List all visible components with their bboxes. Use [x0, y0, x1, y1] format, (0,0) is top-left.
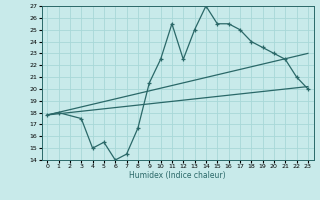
X-axis label: Humidex (Indice chaleur): Humidex (Indice chaleur)	[129, 171, 226, 180]
